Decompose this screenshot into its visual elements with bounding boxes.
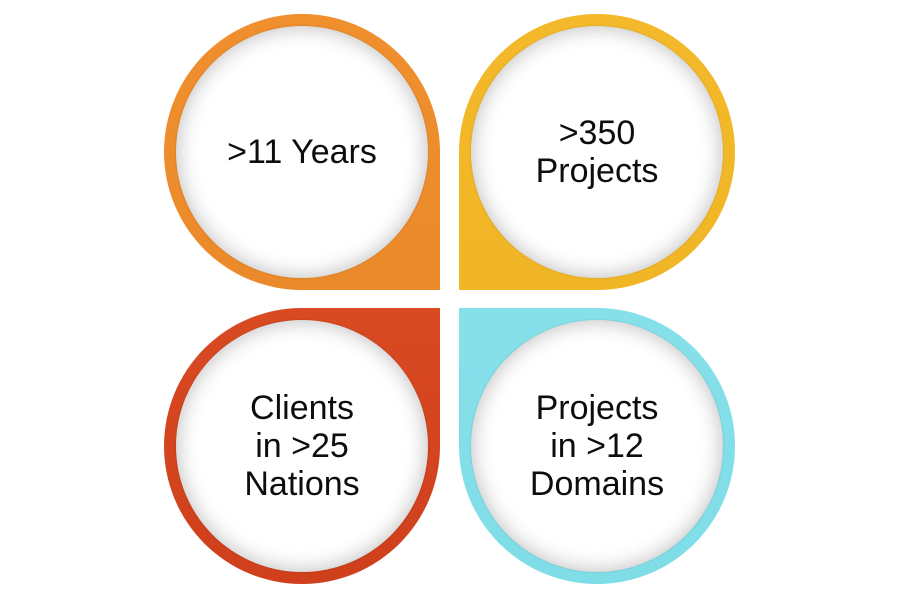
petal-projects: >350 Projects xyxy=(459,14,735,290)
circle-clients: Clients in >25 Nations xyxy=(176,320,428,572)
circle-projects: >350 Projects xyxy=(471,26,723,278)
label-domains: Projects in >12 Domains xyxy=(529,389,665,503)
petal-years: >11 Years xyxy=(164,14,440,290)
circle-years: >11 Years xyxy=(176,26,428,278)
petal-clients: Clients in >25 Nations xyxy=(164,308,440,584)
label-clients: Clients in >25 Nations xyxy=(244,389,360,503)
petal-domains: Projects in >12 Domains xyxy=(459,308,735,584)
circle-domains: Projects in >12 Domains xyxy=(471,320,723,572)
label-projects: >350 Projects xyxy=(535,114,659,190)
label-years: >11 Years xyxy=(227,133,377,171)
